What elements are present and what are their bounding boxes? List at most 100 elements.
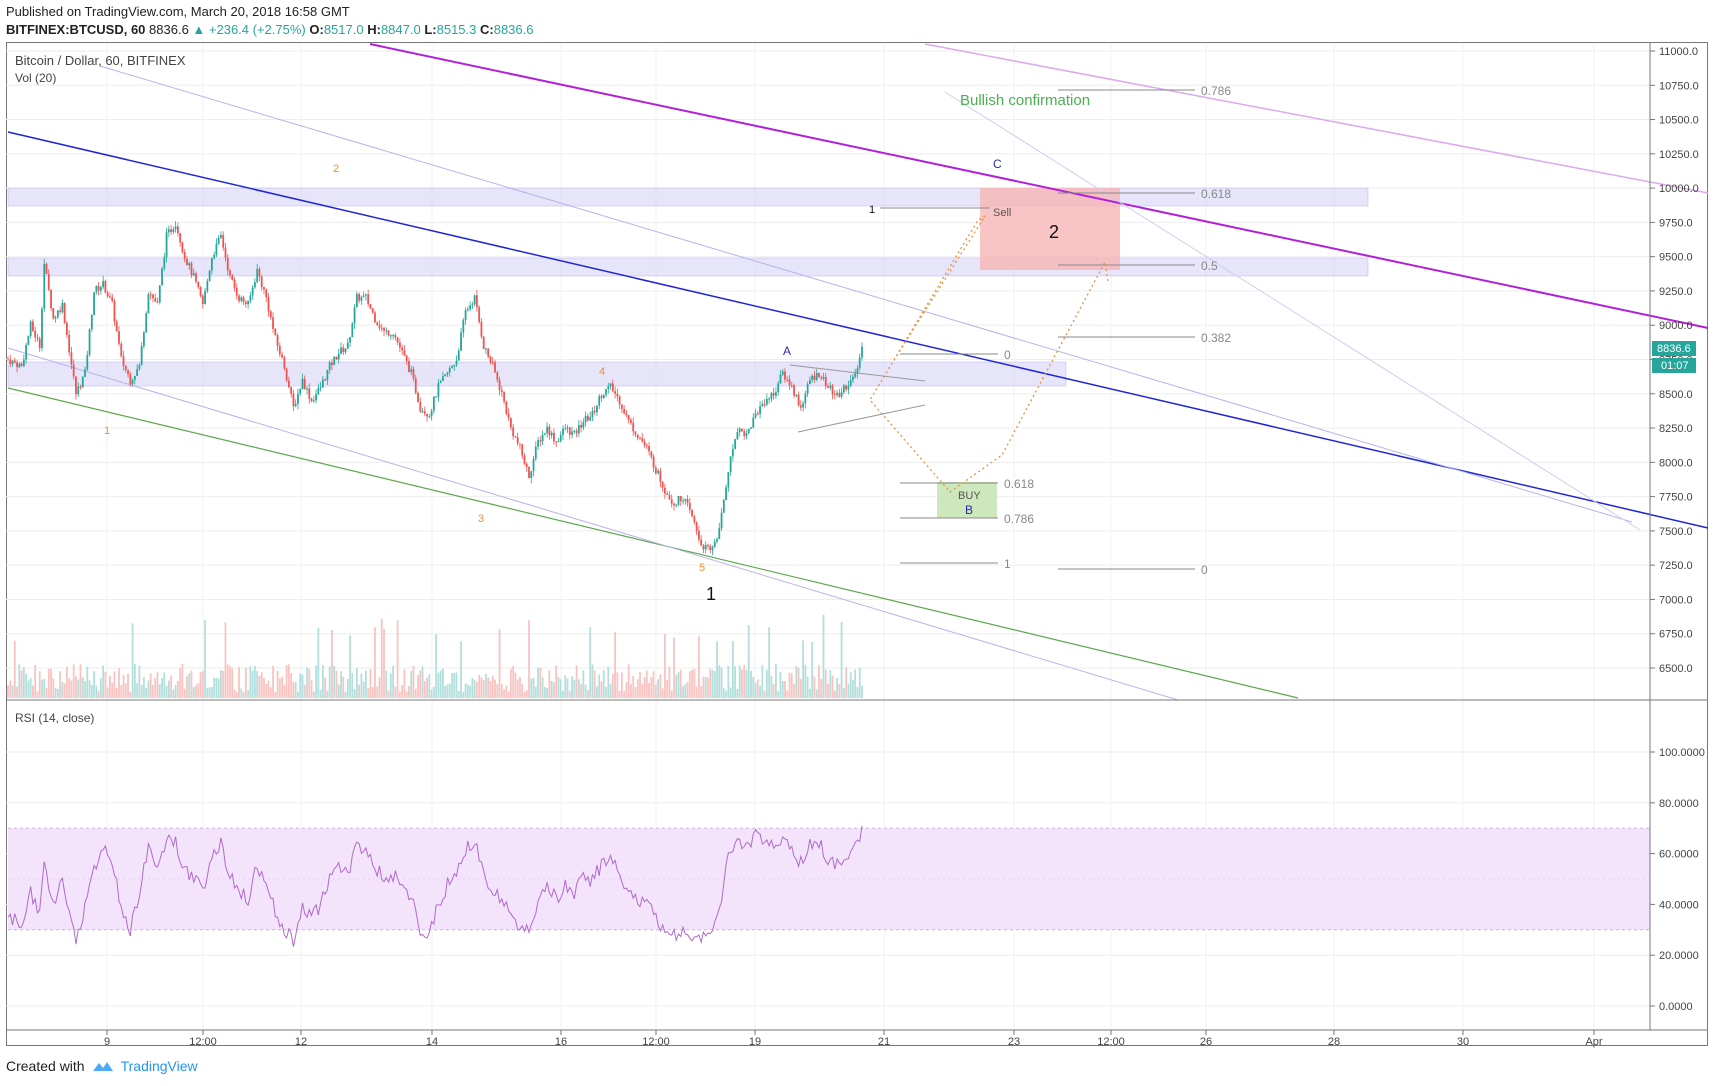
candle-body bbox=[152, 294, 154, 299]
volume-bar bbox=[720, 667, 723, 698]
candle-body bbox=[673, 503, 675, 506]
volume-bar bbox=[779, 672, 782, 698]
candle-body bbox=[718, 528, 721, 540]
candle-body bbox=[240, 297, 243, 301]
candle-body bbox=[18, 363, 21, 368]
candle-body bbox=[174, 226, 177, 230]
candle-body bbox=[609, 383, 612, 387]
volume-bar bbox=[45, 687, 48, 698]
volume-bar bbox=[820, 678, 823, 698]
candle-body bbox=[355, 293, 358, 308]
price-tick-label: 10500.0 bbox=[1659, 115, 1699, 127]
volume-bar bbox=[242, 691, 245, 698]
candle-body bbox=[716, 539, 718, 542]
candle-body bbox=[686, 498, 689, 503]
volume-bar bbox=[759, 686, 761, 698]
volume-bar bbox=[387, 690, 390, 698]
candle-body bbox=[639, 437, 641, 439]
volume-bar bbox=[38, 671, 41, 698]
volume-bar bbox=[292, 682, 295, 698]
candle-body bbox=[86, 354, 89, 370]
candle-body bbox=[654, 467, 657, 474]
candle-body bbox=[503, 392, 505, 402]
candle-body bbox=[385, 330, 388, 332]
volume-bar bbox=[661, 688, 664, 698]
volume-bar bbox=[790, 673, 793, 698]
volume-bar bbox=[199, 672, 202, 698]
candle-body bbox=[389, 335, 392, 337]
candle-body bbox=[306, 388, 308, 390]
candle-body bbox=[186, 258, 188, 266]
volume-bar bbox=[550, 680, 553, 698]
candle-body bbox=[272, 317, 274, 329]
volume-bar bbox=[559, 679, 562, 698]
volume-bar bbox=[81, 677, 84, 698]
candle-body bbox=[32, 321, 34, 331]
candle-body bbox=[605, 389, 607, 395]
candle-body bbox=[328, 362, 331, 370]
volume-bar bbox=[731, 640, 734, 698]
volume-bar bbox=[856, 687, 859, 698]
volume-bar bbox=[392, 665, 394, 698]
volume-bar bbox=[376, 686, 379, 698]
candle-body bbox=[600, 396, 603, 398]
candle-body bbox=[263, 287, 265, 290]
time-tick-label: 12:00 bbox=[642, 1036, 670, 1048]
triangle-lower bbox=[797, 404, 926, 433]
candle-body bbox=[466, 309, 469, 311]
candle-body bbox=[661, 481, 664, 488]
candle-body bbox=[476, 295, 478, 308]
candle-body bbox=[842, 385, 845, 393]
candle-body bbox=[811, 375, 814, 381]
candle-body bbox=[195, 273, 197, 282]
volume-bar bbox=[328, 666, 331, 698]
volume-bar bbox=[514, 672, 517, 698]
candle-body bbox=[29, 321, 32, 336]
volume-bar bbox=[197, 683, 200, 698]
volume-bar bbox=[596, 686, 598, 698]
candle-body bbox=[795, 394, 798, 396]
volume-bar bbox=[847, 683, 850, 698]
fib-left-0: 0 bbox=[1004, 348, 1011, 362]
price-tick-label: 10250.0 bbox=[1659, 149, 1699, 161]
volume-bar bbox=[127, 673, 129, 698]
wave-c: C bbox=[993, 157, 1002, 171]
candle-body bbox=[54, 317, 57, 319]
tradingview-brand[interactable]: TradingView bbox=[120, 1058, 198, 1074]
volume-bar bbox=[525, 690, 528, 698]
candle-body bbox=[47, 273, 50, 290]
candle-body bbox=[557, 441, 560, 443]
candle-body bbox=[793, 385, 795, 396]
candle-body bbox=[745, 433, 748, 437]
volume-bar bbox=[453, 672, 456, 698]
candle-body bbox=[231, 274, 234, 280]
volume-bar bbox=[736, 688, 739, 698]
candle-body bbox=[543, 433, 546, 435]
volume-bar bbox=[333, 665, 336, 698]
candle-body bbox=[534, 446, 537, 459]
chart-frame[interactable] bbox=[6, 42, 1708, 1046]
volume-bar bbox=[505, 685, 508, 698]
volume-bar bbox=[281, 676, 283, 698]
volume-bar bbox=[861, 685, 863, 698]
volume-bar bbox=[831, 675, 834, 698]
volume-bar bbox=[283, 684, 286, 698]
volume-bar bbox=[718, 665, 721, 698]
volume-bar bbox=[240, 688, 243, 698]
candle-body bbox=[469, 305, 472, 310]
volume-bar bbox=[374, 627, 376, 698]
volume-bar bbox=[258, 676, 261, 698]
candle-body bbox=[70, 352, 73, 365]
volume-bar bbox=[290, 673, 293, 698]
volume-bar bbox=[686, 682, 689, 698]
candle-body bbox=[392, 335, 394, 337]
candle-body bbox=[319, 387, 322, 389]
candle-body bbox=[22, 359, 25, 366]
candle-body bbox=[523, 455, 526, 464]
volume-bar bbox=[215, 677, 218, 698]
candles bbox=[7, 221, 863, 556]
volume-bar bbox=[414, 688, 417, 698]
candle-body bbox=[421, 411, 424, 413]
volume-bar bbox=[269, 687, 272, 698]
